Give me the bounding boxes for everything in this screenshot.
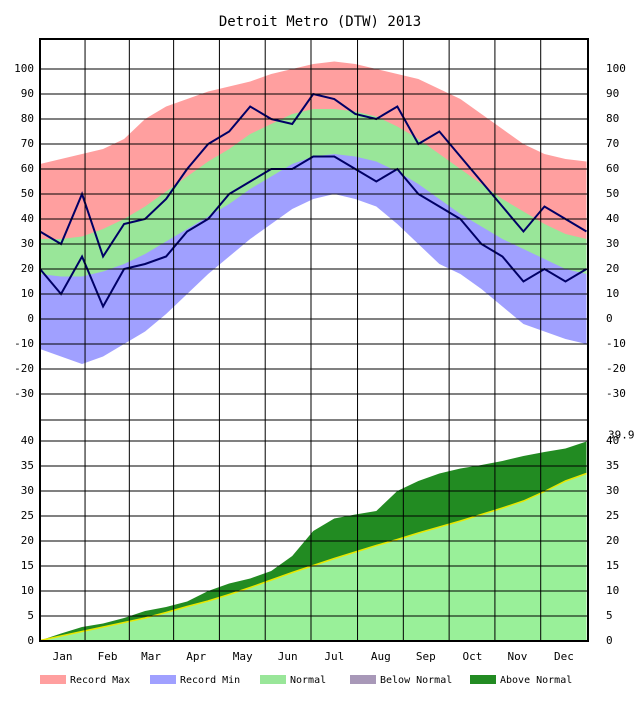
- y-tick-label-right: 30: [606, 484, 619, 497]
- legend-swatch: [470, 675, 496, 684]
- y-tick-label-right: 30: [606, 237, 619, 250]
- y-tick-label-right: 40: [606, 434, 619, 447]
- y-tick-label: 20: [21, 262, 34, 275]
- y-tick-label: 0: [27, 634, 34, 647]
- y-tick-label-right: 20: [606, 534, 619, 547]
- record-min-floor: [40, 194, 587, 419]
- y-tick-label-right: 90: [606, 87, 619, 100]
- x-tick-label: Oct: [462, 650, 482, 663]
- legend-label: Below Normal: [380, 675, 452, 686]
- y-tick-label-right: 80: [606, 112, 619, 125]
- y-tick-label-right: 50: [606, 187, 619, 200]
- legend-label: Record Max: [70, 675, 130, 686]
- y-tick-label-right: 25: [606, 509, 619, 522]
- y-tick-label-right: 20: [606, 262, 619, 275]
- x-tick-label: Feb: [98, 650, 118, 663]
- y-tick-label: 30: [21, 484, 34, 497]
- x-tick-label: Nov: [507, 650, 527, 663]
- y-tick-label: -20: [14, 362, 34, 375]
- x-tick-label: Jun: [278, 650, 298, 663]
- x-tick-label: Mar: [141, 650, 161, 663]
- y-tick-label: 20: [21, 534, 34, 547]
- y-tick-label-right: 60: [606, 162, 619, 175]
- x-tick-label: Aug: [371, 650, 391, 663]
- y-tick-label-right: 10: [606, 287, 619, 300]
- observed-low-line: [39, 155, 588, 309]
- annotation: 39.9: [608, 429, 635, 442]
- y-tick-label-right: 0: [606, 634, 613, 647]
- y-tick-label: 15: [21, 559, 34, 572]
- x-tick-label: Jul: [324, 650, 344, 663]
- x-tick-label: Jan: [53, 650, 73, 663]
- y-tick-label: 40: [21, 434, 34, 447]
- y-tick-label: 60: [21, 162, 34, 175]
- legend-swatch: [150, 675, 176, 684]
- y-tick-label: 0: [27, 312, 34, 325]
- y-tick-label-right: 35: [606, 459, 619, 472]
- y-tick-label-right: 5: [606, 609, 613, 622]
- y-tick-label-right: 100: [606, 62, 626, 75]
- y-tick-label-right: 40: [606, 212, 619, 225]
- y-tick-label-right: 10: [606, 584, 619, 597]
- y-tick-label: 35: [21, 459, 34, 472]
- y-tick-label: -10: [14, 337, 34, 350]
- y-tick-label: 25: [21, 509, 34, 522]
- y-tick-label: 50: [21, 187, 34, 200]
- y-tick-label: 5: [27, 609, 34, 622]
- legend-label: Above Normal: [500, 675, 572, 686]
- chart-title: Detroit Metro (DTW) 2013: [219, 14, 421, 30]
- y-tick-label: 90: [21, 87, 34, 100]
- x-tick-label: May: [233, 650, 253, 663]
- y-tick-label: 30: [21, 237, 34, 250]
- x-tick-label: Apr: [186, 650, 206, 663]
- y-tick-label: 80: [21, 112, 34, 125]
- y-tick-label: -30: [14, 387, 34, 400]
- plot-frame: [39, 38, 589, 642]
- legend-label: Normal: [290, 675, 326, 686]
- legend-label: Record Min: [180, 675, 240, 686]
- legend-swatch: [260, 675, 286, 684]
- y-tick-label: 40: [21, 212, 34, 225]
- normal-area: [40, 473, 587, 641]
- y-tick-label: 10: [21, 287, 34, 300]
- legend-swatch: [40, 675, 66, 684]
- x-tick-label: Dec: [554, 650, 574, 663]
- y-tick-label-right: 15: [606, 559, 619, 572]
- y-tick-label-right: -20: [606, 362, 626, 375]
- legend-swatch: [350, 675, 376, 684]
- y-tick-label-right: 0: [606, 312, 613, 325]
- x-tick-label: Sep: [416, 650, 436, 663]
- y-tick-label-right: -10: [606, 337, 626, 350]
- y-tick-label: 10: [21, 584, 34, 597]
- y-tick-label-right: 70: [606, 137, 619, 150]
- y-tick-label: 100: [14, 62, 34, 75]
- y-tick-label: 70: [21, 137, 34, 150]
- y-tick-label-right: -30: [606, 387, 626, 400]
